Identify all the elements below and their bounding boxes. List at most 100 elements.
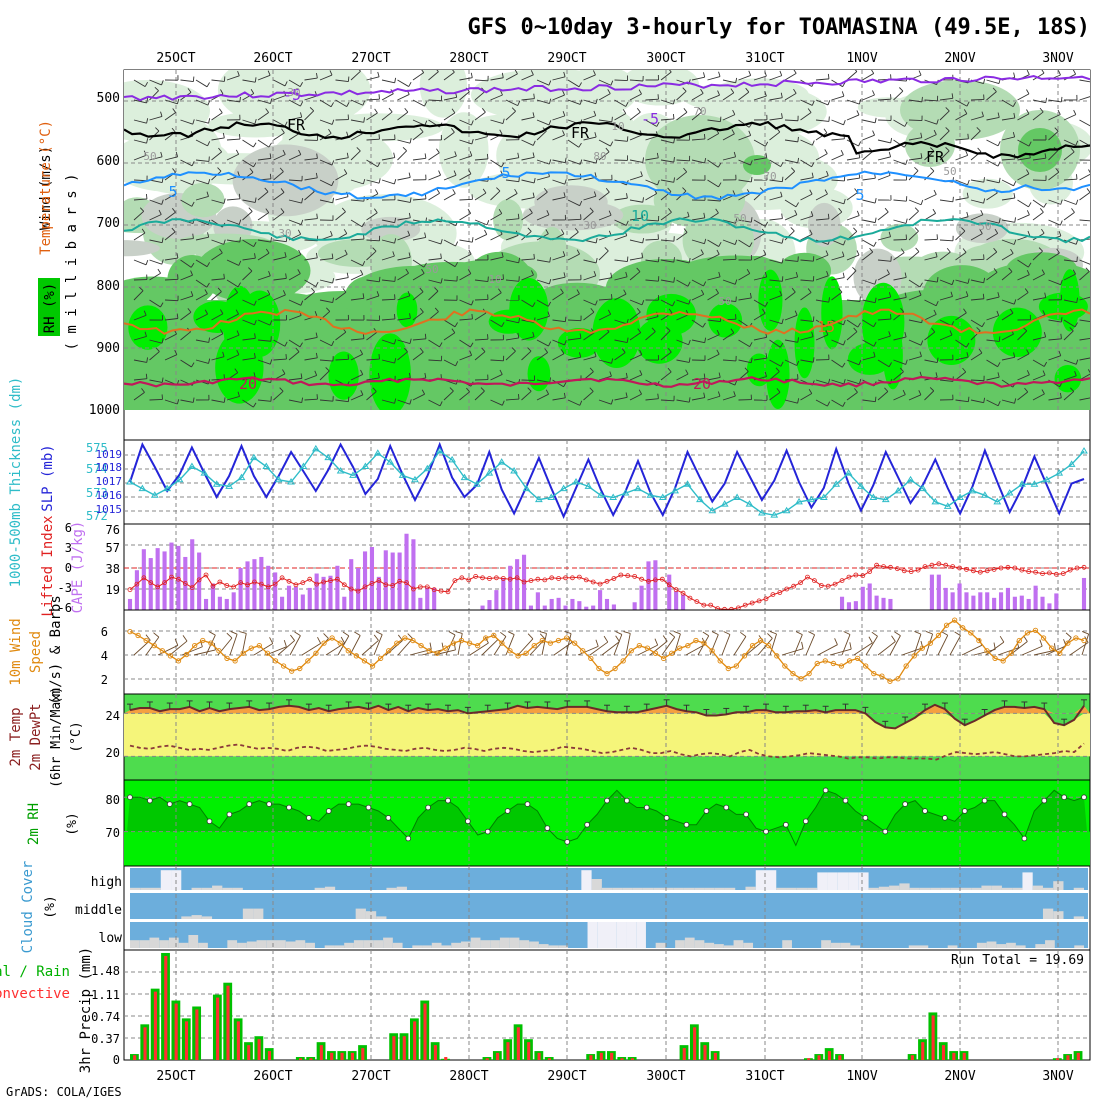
wind-barb-flag (592, 70, 596, 76)
li-point (279, 575, 285, 581)
wind-barb-flag (176, 98, 180, 104)
wind-barb (567, 159, 581, 165)
wind-barb (164, 112, 176, 121)
wind-barb-flag (527, 387, 532, 392)
wind-barb-flag (207, 141, 211, 147)
wind-barb-flag (187, 88, 192, 93)
wind-barb-flag (1060, 317, 1063, 323)
wind-barb-10m (505, 634, 515, 656)
wind-barb (846, 177, 860, 181)
wind-barb (846, 379, 860, 385)
cloud-bar (947, 945, 958, 948)
wind-barb-flag (545, 229, 549, 234)
cloud-bar (253, 908, 264, 919)
wind-barb-flag (854, 70, 858, 72)
wind-barb-10m-flag (354, 631, 361, 636)
wind-barb-flag (872, 130, 875, 136)
precip-conv-bar (133, 1055, 137, 1060)
wind-barb-flag (856, 210, 860, 216)
wind-barb-flag (363, 117, 365, 123)
wind-barb-flag (593, 110, 597, 116)
wind-barb-flag (781, 318, 784, 324)
precip-total-label: Total / Rain (0, 964, 70, 980)
wind-barb-flag (374, 189, 379, 194)
wind-barb (583, 275, 596, 281)
cloud-bar (246, 941, 257, 948)
wind-barb (691, 111, 703, 121)
wind-barb (164, 399, 178, 405)
wind-barb (815, 254, 829, 261)
rh2m-point (1001, 811, 1008, 818)
wind-barb-flag (905, 359, 908, 365)
wind-barb (722, 359, 736, 362)
cloud-bar (353, 940, 364, 948)
wind-barb (288, 377, 302, 381)
wind-barb-flag (236, 350, 240, 355)
wind-barb (552, 196, 566, 201)
wind-barb-flag (253, 162, 257, 168)
wind-barb (831, 277, 845, 281)
precip-conv-bar (319, 1045, 323, 1060)
wind-barb (862, 177, 876, 181)
wind-barb-flag (146, 118, 149, 124)
rh2m-point (306, 815, 312, 821)
thickness-point (485, 469, 494, 476)
thickness-point (225, 482, 234, 489)
wind-barb (1032, 273, 1045, 281)
wind-barb-flag (269, 320, 273, 326)
wind-barb-flag (841, 362, 846, 368)
wind-barb-flag (718, 372, 721, 378)
wind-speed-point (450, 640, 457, 646)
wind-barb-flag (161, 237, 164, 243)
wind-barb (443, 239, 456, 247)
wind-barb (924, 150, 935, 161)
li-point (390, 583, 396, 588)
wind-barb-flag (471, 313, 473, 320)
wind-barb (986, 339, 1000, 342)
wind-barb (490, 213, 502, 221)
wind-barb (660, 299, 673, 307)
wind-barb-flag (827, 213, 830, 219)
wind-barb (567, 99, 581, 105)
wind-barb-10m-flag (1053, 643, 1056, 651)
li-point (1012, 565, 1018, 571)
wind-barb (536, 299, 549, 307)
wind-barb-flag (976, 127, 981, 132)
wind-barb-flag (254, 253, 256, 259)
wind-barb (769, 117, 783, 121)
wind-barb-10m (721, 634, 731, 656)
wind-barb-flag (672, 99, 676, 105)
wind-barb-flag (1009, 308, 1014, 314)
wind-barb (614, 99, 626, 107)
wind-barb (490, 233, 503, 241)
wind-barb (567, 218, 582, 221)
wind-barb (536, 130, 547, 141)
li-point (355, 588, 361, 594)
wind-barb-flag (636, 267, 641, 272)
wind-barb-flag (394, 238, 397, 244)
wind-barb-flag (873, 351, 876, 357)
wind-barb-flag (161, 80, 164, 86)
wind-barb-flag (409, 313, 411, 319)
wind-barb (722, 156, 736, 161)
wind-barb-flag (735, 218, 738, 224)
wind-barb-flag (269, 173, 272, 179)
wind-barb-flag (436, 148, 440, 154)
wind-barb-flag (269, 359, 273, 365)
cloud-bar (616, 922, 627, 948)
wind-barb-flag (549, 377, 552, 383)
wind-barb (1032, 250, 1043, 261)
wind-barb (1001, 271, 1013, 281)
wind-barb (459, 299, 472, 306)
li-point (189, 585, 195, 590)
wind-barb-flag (254, 197, 257, 203)
wind-barb-flag (873, 241, 877, 247)
wind-barb (149, 179, 163, 183)
wind-barb (1079, 173, 1090, 181)
wind-barb-flag (790, 167, 796, 172)
wind-barb (211, 278, 225, 281)
wind-barb (443, 155, 457, 161)
rh2m-point (822, 787, 829, 794)
thickness-point (881, 495, 890, 503)
wind-barb (319, 370, 330, 381)
